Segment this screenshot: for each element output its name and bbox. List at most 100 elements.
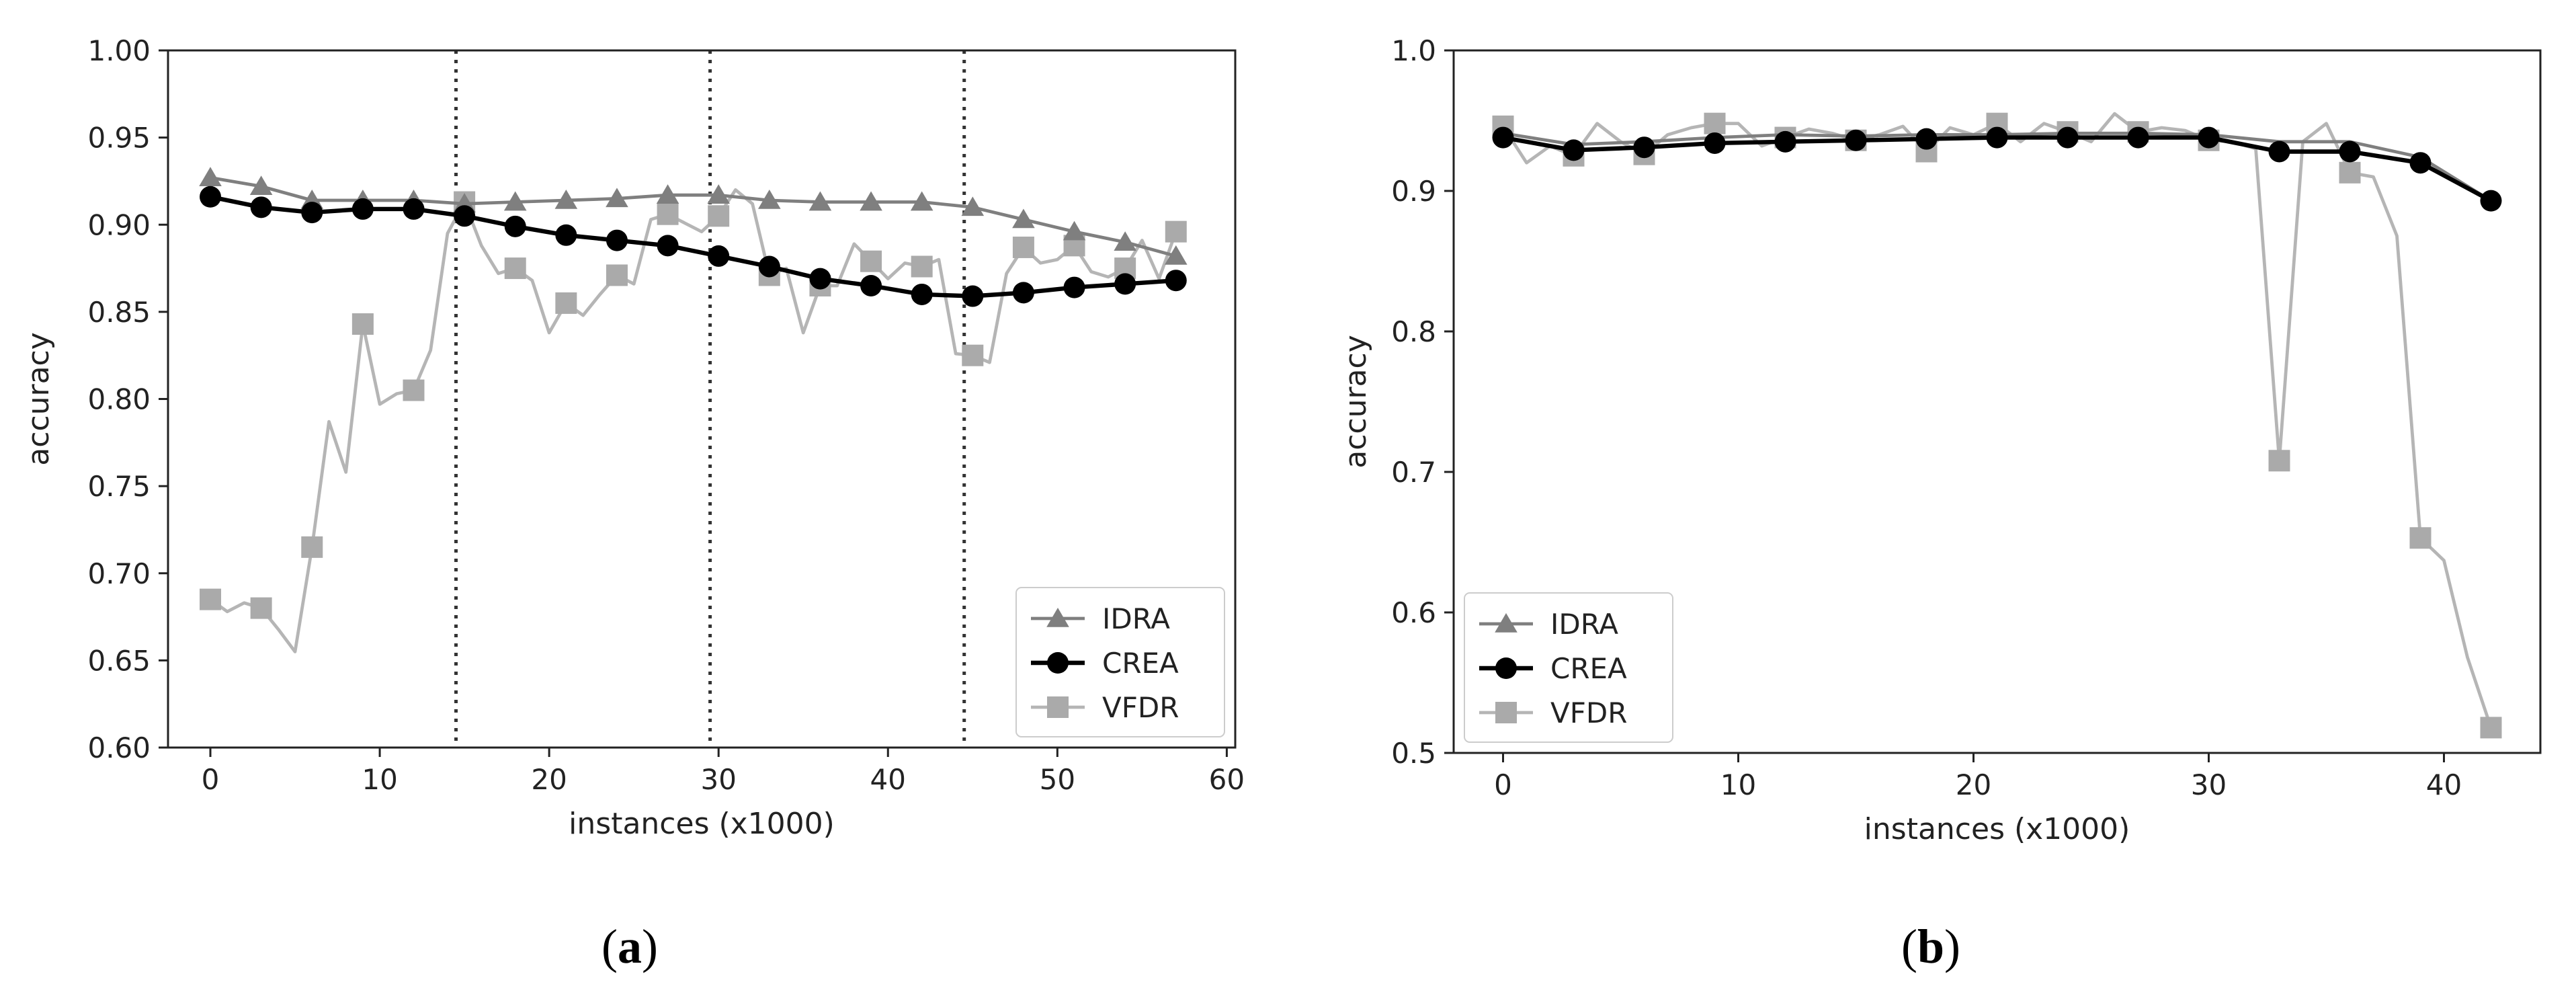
- x-tick-label: 40: [2426, 768, 2462, 801]
- data-point-crea: [2480, 190, 2502, 212]
- legend-item-vfdr: VFDR: [1031, 691, 1179, 724]
- y-tick-label: 0.95: [87, 122, 151, 155]
- legend-item-vfdr: VFDR: [1479, 696, 1627, 729]
- y-tick-label: 0.80: [87, 383, 151, 416]
- data-point-idra: [503, 191, 527, 211]
- data-point-vfdr: [708, 205, 730, 227]
- x-tick-label: 0: [202, 763, 220, 796]
- data-point-idra: [860, 191, 882, 211]
- series-line-idra: [210, 175, 1177, 258]
- data-point-crea: [301, 202, 323, 224]
- x-tick-label: 20: [1956, 768, 1991, 801]
- data-point-vfdr: [2268, 450, 2290, 472]
- legend-label-crea: CREA: [1102, 647, 1179, 680]
- data-point-idra: [1012, 208, 1035, 229]
- series-crea: [1492, 126, 2502, 212]
- data-point-crea: [200, 186, 222, 208]
- x-tick-label: 30: [700, 763, 736, 796]
- legend-item-idra: IDRA: [1031, 602, 1170, 635]
- data-point-crea: [1492, 126, 1514, 149]
- panel-b-caption-close: ): [1944, 920, 1960, 973]
- data-point-crea: [2409, 152, 2432, 174]
- panel-a-y-axis-label: accuracy: [22, 332, 56, 466]
- data-point-idra: [1164, 245, 1188, 265]
- data-point-crea: [1563, 139, 1585, 161]
- legend-label-vfdr: VFDR: [1102, 691, 1179, 724]
- legend-swatch-marker: [1047, 696, 1069, 718]
- data-point-vfdr: [657, 203, 679, 225]
- panel-b-caption-open: (: [1901, 920, 1917, 973]
- data-point-idra: [758, 189, 781, 209]
- panel-a-series: [199, 167, 1188, 653]
- y-tick-label: 0.6: [1391, 596, 1436, 629]
- legend-swatch-marker: [1495, 657, 1517, 679]
- data-point-idra: [554, 189, 578, 209]
- y-tick-label: 0.85: [87, 296, 151, 329]
- data-point-idra: [249, 175, 273, 196]
- y-tick-label: 0.75: [87, 470, 151, 503]
- panel-a-x-axis-label: instances (x1000): [569, 807, 835, 841]
- panel-a-caption-open: (: [601, 920, 618, 973]
- data-point-crea: [708, 245, 730, 267]
- y-tick-label: 1.0: [1391, 34, 1436, 67]
- data-point-crea: [454, 205, 476, 227]
- legend-label-vfdr: VFDR: [1550, 696, 1627, 729]
- y-tick-label: 0.65: [87, 644, 151, 677]
- data-point-idra: [910, 191, 933, 211]
- data-point-crea: [860, 274, 882, 296]
- data-point-crea: [1012, 282, 1034, 304]
- series-vfdr: [200, 188, 1187, 653]
- data-point-vfdr: [250, 597, 272, 619]
- y-tick-label: 0.9: [1391, 175, 1436, 208]
- data-point-idra: [1114, 231, 1136, 251]
- panel-b-tick-marks: [1444, 49, 2445, 762]
- panel-b-legend: IDRA CREA VFDR: [1464, 592, 1673, 743]
- data-point-crea: [809, 268, 831, 290]
- x-tick-label: 50: [1040, 763, 1075, 796]
- data-point-vfdr: [1704, 112, 1726, 134]
- series-line-vfdr: [209, 188, 1178, 653]
- data-point-vfdr: [504, 257, 526, 280]
- y-tick-label: 0.8: [1391, 315, 1436, 348]
- data-point-vfdr: [1012, 236, 1034, 258]
- x-tick-label: 10: [1720, 768, 1756, 801]
- data-point-crea: [657, 235, 679, 257]
- legend-label-idra: IDRA: [1550, 608, 1618, 641]
- data-point-crea: [911, 283, 933, 305]
- legend-item-crea: CREA: [1479, 652, 1627, 685]
- data-point-vfdr: [2339, 161, 2361, 184]
- data-point-vfdr: [351, 313, 374, 335]
- data-point-crea: [504, 215, 526, 237]
- data-point-crea: [1845, 129, 1867, 151]
- data-point-vfdr: [2409, 527, 2432, 549]
- data-point-idra: [707, 184, 731, 204]
- panel-b-x-axis-label: instances (x1000): [1864, 812, 2130, 846]
- data-point-crea: [606, 229, 628, 251]
- legend-label-idra: IDRA: [1102, 602, 1170, 635]
- data-point-crea: [2127, 126, 2149, 149]
- data-point-crea: [758, 255, 780, 278]
- panel-a-legend: IDRA CREA VFDR: [1015, 587, 1225, 737]
- data-point-crea: [1986, 126, 2008, 149]
- data-point-crea: [1633, 136, 1655, 159]
- panel-a-caption-close: ): [642, 920, 658, 973]
- data-point-vfdr: [911, 255, 933, 278]
- data-point-vfdr: [403, 379, 425, 401]
- y-tick-label: 0.70: [87, 557, 151, 590]
- data-point-idra: [1063, 220, 1086, 241]
- data-point-vfdr: [301, 536, 323, 558]
- legend-item-crea: CREA: [1031, 647, 1179, 680]
- data-point-crea: [2056, 126, 2079, 149]
- y-tick-label: 0.5: [1391, 737, 1436, 770]
- x-tick-label: 0: [1494, 768, 1512, 801]
- data-point-idra: [961, 196, 985, 216]
- data-point-idra: [808, 191, 832, 211]
- panel-a-caption-letter: a: [618, 920, 642, 973]
- x-tick-label: 30: [2191, 768, 2227, 801]
- series-crea: [200, 186, 1187, 307]
- legend-label-crea: CREA: [1550, 652, 1627, 685]
- data-point-crea: [351, 198, 374, 220]
- legend-swatch-marker: [1495, 702, 1517, 723]
- y-tick-label: 0.60: [87, 731, 151, 764]
